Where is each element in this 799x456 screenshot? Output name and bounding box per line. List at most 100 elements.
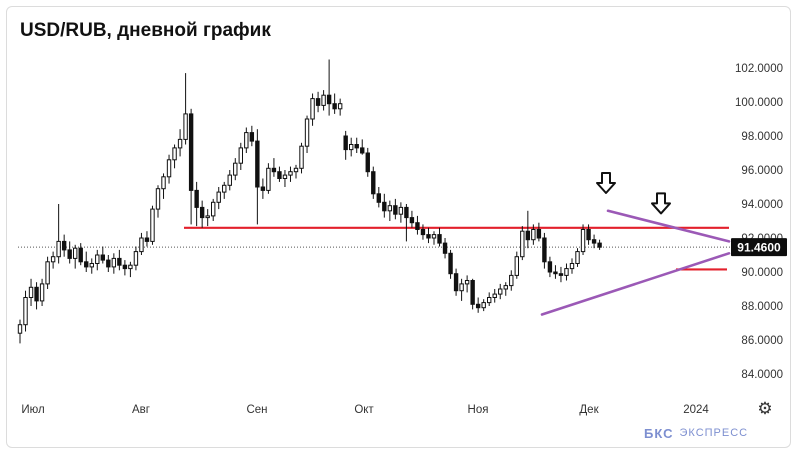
candle-body <box>509 274 514 287</box>
candle-body <box>558 273 564 276</box>
y-tick-label: 84.0000 <box>741 369 783 381</box>
candle <box>304 115 310 153</box>
candle-body <box>448 252 453 275</box>
candle-body <box>73 247 78 259</box>
candle-body <box>39 283 45 302</box>
candle-body <box>23 297 28 326</box>
candle-body <box>227 174 232 186</box>
candle <box>580 224 586 255</box>
candle <box>310 93 315 126</box>
candle-body <box>420 229 426 236</box>
candle-body <box>89 263 94 268</box>
candle-body <box>564 268 569 276</box>
candle-body <box>128 264 133 270</box>
candle <box>211 198 216 221</box>
candle-body <box>255 140 260 188</box>
candle-body <box>78 247 83 263</box>
candle <box>255 129 260 225</box>
candle <box>188 108 194 225</box>
candle-body <box>161 176 166 190</box>
candle-body <box>520 230 525 258</box>
candle <box>183 73 188 145</box>
x-tick-label: Авг <box>132 404 150 416</box>
candle-body <box>547 261 553 273</box>
candle-body <box>332 103 337 110</box>
x-tick-label: Дек <box>579 404 599 416</box>
candle <box>442 238 448 259</box>
candle <box>144 231 150 247</box>
chart-title: USD/RUB, дневной график <box>20 20 271 41</box>
y-tick-label: 98.0000 <box>741 131 783 143</box>
candle-body <box>492 293 497 299</box>
candle <box>293 164 299 179</box>
candle-body <box>244 132 249 149</box>
candle-body <box>216 191 221 203</box>
candle-body <box>503 285 508 290</box>
x-tick-label: Июл <box>21 404 44 416</box>
candle <box>17 319 23 344</box>
candle-body <box>326 94 332 105</box>
candle <box>575 248 580 267</box>
candle-body <box>376 193 382 203</box>
gear-icon[interactable]: ⚙ <box>757 399 773 418</box>
candle <box>199 200 205 228</box>
trend-line <box>606 209 731 243</box>
candle-body <box>442 242 448 254</box>
candle <box>371 166 376 199</box>
candle-body <box>222 184 227 193</box>
candle <box>382 193 387 218</box>
candle-body <box>304 118 310 147</box>
candle <box>360 139 365 155</box>
brand-logo: БКС <box>644 425 674 441</box>
candle <box>150 205 155 245</box>
candle-body <box>194 189 199 208</box>
candle <box>67 241 72 264</box>
candle-body <box>542 237 547 263</box>
candle <box>34 282 39 310</box>
candle <box>56 204 61 264</box>
candle <box>194 181 199 227</box>
candle-body <box>133 251 139 266</box>
candle <box>448 249 453 279</box>
candle-body <box>28 286 34 298</box>
candle <box>498 283 503 300</box>
candle-body <box>211 201 216 217</box>
candle <box>78 243 83 266</box>
y-tick-label: 86.0000 <box>741 335 783 347</box>
candle <box>177 129 183 157</box>
candle <box>558 266 564 283</box>
candle-body <box>569 263 575 270</box>
candle <box>475 297 481 313</box>
candle <box>227 170 232 191</box>
candle <box>111 253 117 274</box>
candle-body <box>553 271 558 275</box>
x-tick-label: Сен <box>246 404 267 416</box>
candle <box>106 255 111 272</box>
candle <box>50 251 56 269</box>
y-tick-label: 94.0000 <box>741 199 783 211</box>
y-tick-label: 96.0000 <box>741 165 783 177</box>
candle <box>321 90 326 111</box>
candle-body <box>95 254 100 264</box>
candle <box>404 204 409 242</box>
candle-body <box>591 239 597 244</box>
candle <box>315 91 321 113</box>
candle <box>95 249 100 271</box>
candle-body <box>531 229 536 241</box>
candle <box>343 130 348 160</box>
candle <box>542 232 547 269</box>
candle <box>266 163 271 194</box>
candle <box>122 260 128 276</box>
candle-body <box>349 144 354 151</box>
x-tick-label: Окт <box>354 404 374 416</box>
candle-body <box>354 144 359 149</box>
candle <box>128 261 133 278</box>
candle-body <box>475 303 481 309</box>
candle <box>349 137 354 157</box>
candle <box>282 170 288 187</box>
candle <box>481 299 486 312</box>
candle-body <box>282 174 288 180</box>
arrow-down-icon <box>596 172 616 194</box>
candle-body <box>387 205 393 212</box>
candle <box>520 226 525 261</box>
